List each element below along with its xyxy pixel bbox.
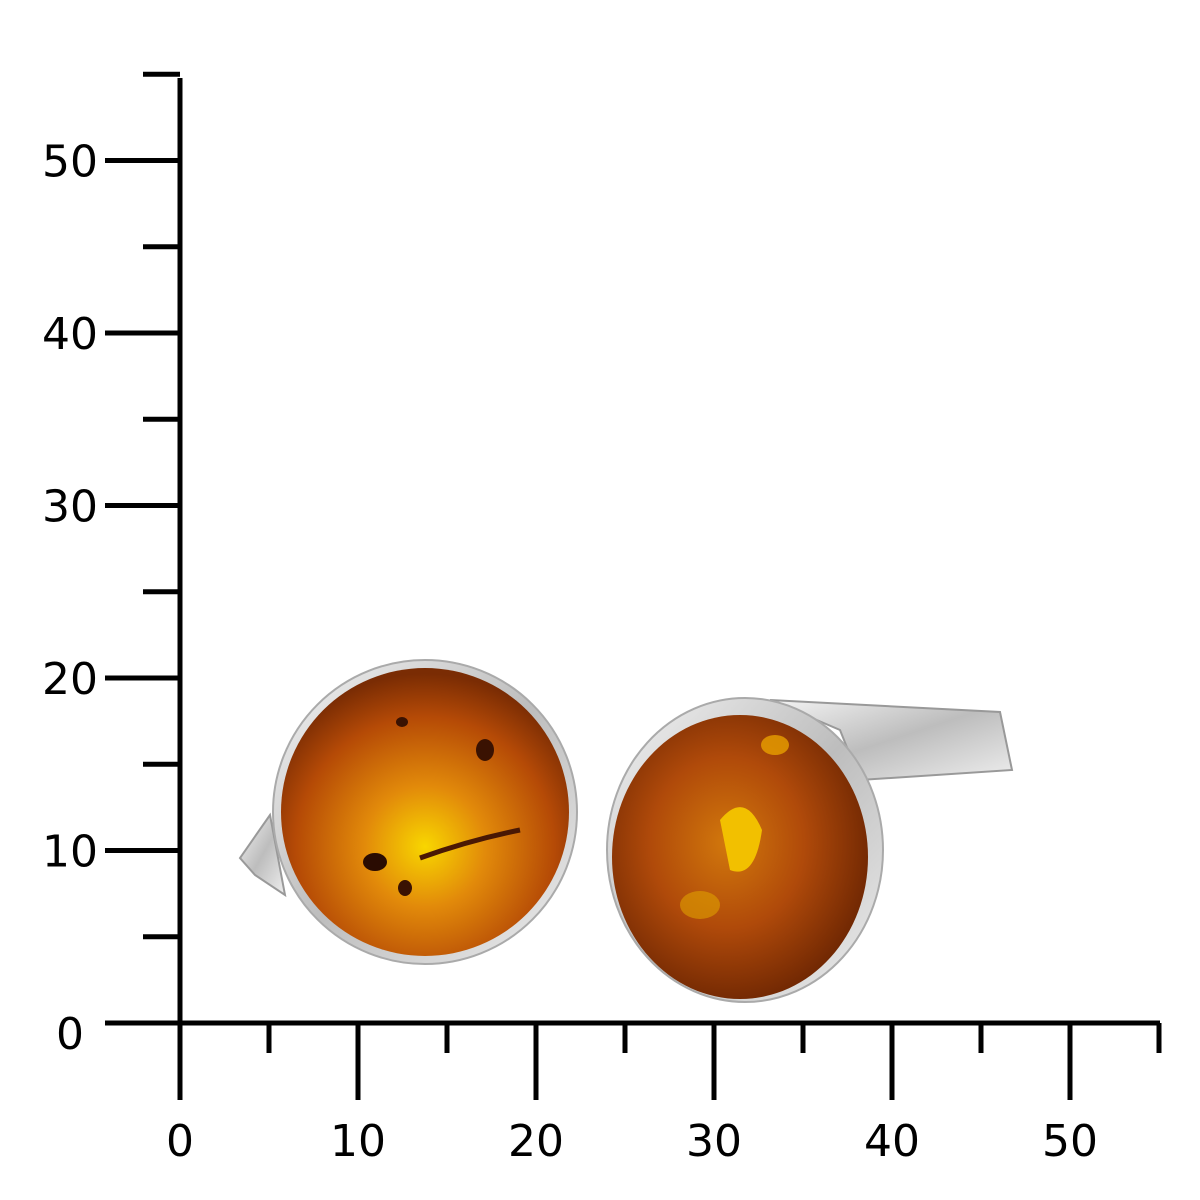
x-tick-label: 30 — [686, 1116, 742, 1167]
y-tick-label: 50 — [42, 137, 98, 188]
x-tick-label: 0 — [166, 1116, 194, 1167]
x-tick-label: 50 — [1042, 1116, 1098, 1167]
x-axis — [105, 1020, 1162, 1100]
y-tick-label: 20 — [42, 654, 98, 705]
y-tick-label: 40 — [42, 309, 98, 360]
x-tick-label: 40 — [864, 1116, 920, 1167]
right-cufflink — [606, 697, 1014, 1003]
y-tick-label: 0 — [56, 1009, 84, 1060]
left-cufflink — [238, 659, 578, 965]
y-axis — [105, 71, 183, 1100]
y-tick-label: 30 — [42, 482, 98, 533]
x-tick-label: 10 — [330, 1116, 386, 1167]
x-tick-label: 20 — [508, 1116, 564, 1167]
y-tick-label: 10 — [42, 827, 98, 878]
